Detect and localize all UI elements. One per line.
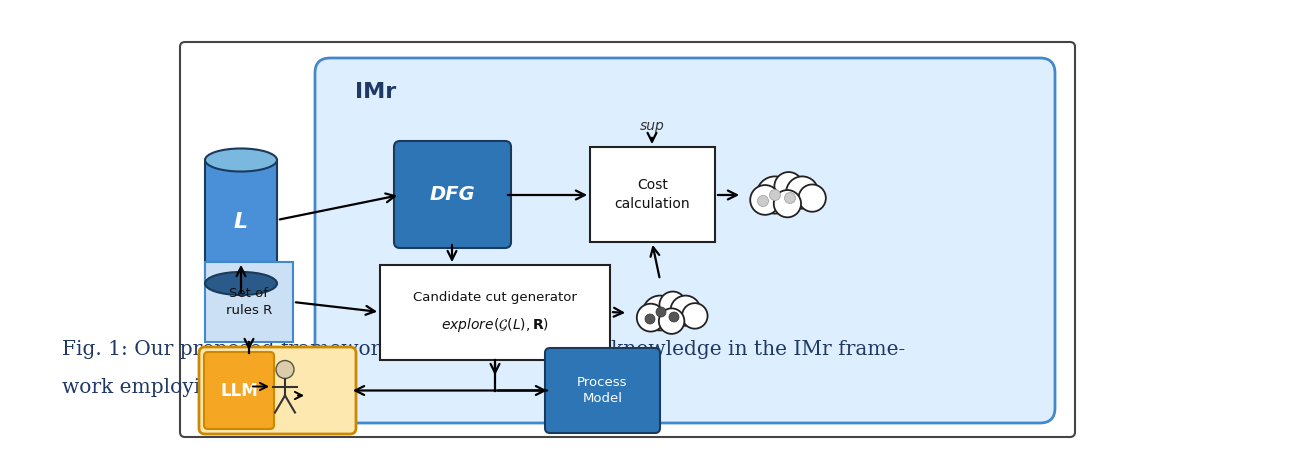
Circle shape xyxy=(775,172,804,201)
Text: IMr: IMr xyxy=(355,82,397,102)
Text: L: L xyxy=(234,212,248,232)
Text: Set of
rules R: Set of rules R xyxy=(226,287,272,317)
Text: LLM: LLM xyxy=(221,382,257,400)
Circle shape xyxy=(637,304,664,332)
FancyBboxPatch shape xyxy=(394,141,511,248)
Ellipse shape xyxy=(205,272,277,295)
Circle shape xyxy=(656,307,666,317)
Circle shape xyxy=(681,303,708,328)
Text: sup: sup xyxy=(639,119,664,133)
Circle shape xyxy=(798,184,826,212)
Circle shape xyxy=(276,360,294,378)
FancyBboxPatch shape xyxy=(545,348,660,433)
FancyBboxPatch shape xyxy=(180,42,1075,437)
Circle shape xyxy=(784,193,796,203)
Text: $explore(\mathcal{G}(L), \mathbf{R})$: $explore(\mathcal{G}(L), \mathbf{R})$ xyxy=(441,316,549,334)
Text: DFG: DFG xyxy=(429,185,475,204)
FancyBboxPatch shape xyxy=(315,58,1056,423)
Bar xyxy=(205,160,277,284)
Circle shape xyxy=(750,185,780,215)
Text: Cost
calculation: Cost calculation xyxy=(614,178,691,211)
Circle shape xyxy=(756,176,793,214)
FancyBboxPatch shape xyxy=(204,352,274,429)
Text: Fig. 1: Our proposed framework to integrate process knowledge in the IMr frame-: Fig. 1: Our proposed framework to integr… xyxy=(62,340,905,359)
Circle shape xyxy=(645,314,655,324)
Bar xyxy=(590,147,716,242)
Ellipse shape xyxy=(205,148,277,171)
Circle shape xyxy=(642,296,678,330)
Bar xyxy=(379,265,611,360)
Circle shape xyxy=(769,189,780,201)
Text: Candidate cut generator: Candidate cut generator xyxy=(414,291,576,304)
Circle shape xyxy=(659,292,687,318)
Circle shape xyxy=(758,195,768,207)
Text: work employing LLMs.: work employing LLMs. xyxy=(62,378,297,397)
Circle shape xyxy=(670,312,679,322)
Text: Process
Model: Process Model xyxy=(578,375,628,405)
Bar xyxy=(205,262,293,342)
Circle shape xyxy=(773,190,801,217)
FancyBboxPatch shape xyxy=(200,347,356,434)
Circle shape xyxy=(786,176,818,209)
Circle shape xyxy=(659,308,684,334)
Circle shape xyxy=(671,296,701,326)
